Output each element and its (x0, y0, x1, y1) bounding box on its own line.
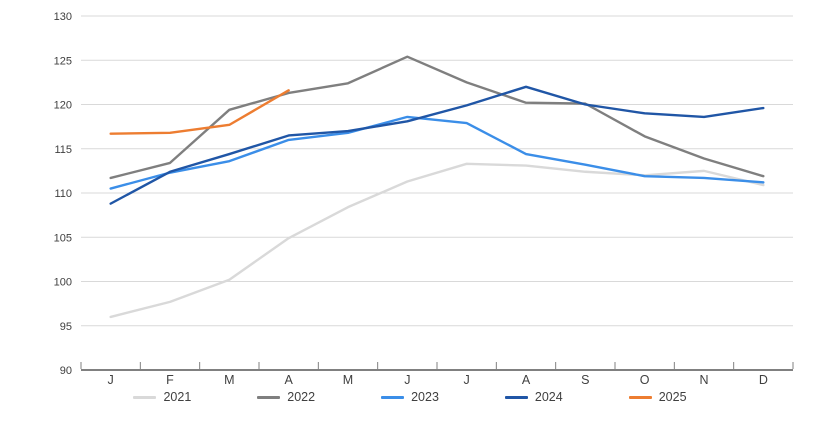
x-tick-label-3: A (284, 373, 293, 387)
line-chart: 90 95 100 105 110 115 120 125 130 J F M A M J J A S O N D (54, 11, 794, 387)
legend-item-2022: 2022 (257, 390, 315, 404)
x-tick-label-10: N (699, 373, 708, 387)
y-tick-label-105: 105 (54, 232, 72, 244)
x-tick-label-6: J (464, 373, 470, 387)
y-tick-label-115: 115 (54, 144, 72, 156)
series-line-2021 (109, 162, 765, 319)
legend-item-2025: 2025 (628, 390, 687, 404)
x-tick-label-2: M (224, 373, 234, 387)
legend-label-2021: 2021 (163, 390, 192, 404)
legend-swatch-2022 (257, 395, 281, 399)
x-tick-label-1: F (166, 373, 174, 387)
legend-swatch-2023 (381, 395, 405, 399)
legend-label-2024: 2024 (534, 390, 563, 404)
legend-swatch-2025 (628, 395, 652, 399)
x-tick-label-4: M (343, 373, 353, 387)
series-line-2023 (109, 115, 765, 190)
legend-swatch-2024 (504, 395, 528, 399)
chart-legend: 2021 2022 2023 2024 2025 (0, 390, 820, 404)
x-tick-label-5: J (404, 373, 410, 387)
legend-item-2024: 2024 (504, 390, 563, 404)
legend-item-2023: 2023 (381, 390, 439, 404)
series-line-2022 (109, 55, 765, 180)
x-tick-label-8: S (581, 373, 589, 387)
x-tick-label-9: O (640, 373, 650, 387)
legend-label-2023: 2023 (411, 390, 439, 404)
x-tick-label-0: J (108, 373, 114, 387)
y-tick-label-95: 95 (60, 321, 72, 333)
legend-swatch-2021 (133, 395, 157, 399)
y-tick-label-100: 100 (54, 277, 72, 289)
legend-label-2025: 2025 (658, 390, 687, 404)
legend-label-2022: 2022 (287, 390, 316, 404)
x-tick-label-7: A (522, 373, 531, 387)
series-line-2024 (109, 85, 765, 205)
x-tick-label-11: D (759, 373, 768, 387)
legend-item-2021: 2021 (133, 390, 191, 404)
y-tick-label-90: 90 (60, 365, 72, 377)
y-tick-label-110: 110 (54, 188, 72, 200)
y-tick-label-125: 125 (54, 55, 72, 67)
y-tick-label-130: 130 (54, 11, 72, 23)
y-tick-label-120: 120 (54, 100, 72, 112)
series-line-2025 (109, 89, 290, 135)
